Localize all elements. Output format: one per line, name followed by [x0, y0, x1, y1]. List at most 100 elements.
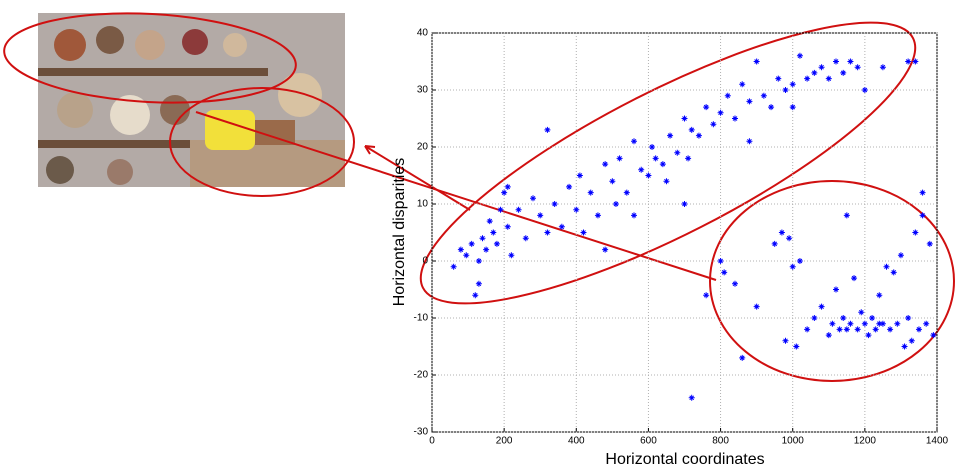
x-tick-label: 1000 — [782, 436, 805, 447]
point — [490, 229, 497, 236]
point — [475, 258, 482, 264]
point — [843, 326, 850, 333]
point — [558, 223, 565, 230]
point — [504, 183, 511, 190]
point — [861, 87, 868, 93]
annotations — [3, 12, 955, 382]
point — [739, 354, 746, 361]
point — [836, 326, 843, 333]
point — [771, 240, 778, 247]
point — [840, 315, 847, 321]
point — [674, 149, 681, 156]
point — [602, 161, 609, 168]
point — [847, 58, 854, 65]
point — [695, 132, 702, 139]
point — [930, 332, 937, 339]
point — [829, 320, 836, 327]
point — [854, 64, 861, 71]
point — [843, 212, 850, 219]
point — [782, 337, 789, 344]
point — [475, 280, 482, 287]
point — [609, 178, 616, 185]
point — [768, 104, 775, 111]
point — [818, 303, 825, 310]
point — [703, 292, 710, 299]
point — [847, 320, 854, 327]
point — [530, 195, 536, 202]
plot-frame — [431, 32, 938, 433]
point — [616, 155, 623, 162]
point — [879, 320, 886, 327]
point — [753, 58, 760, 65]
point — [493, 240, 500, 247]
point — [501, 189, 508, 196]
point — [926, 240, 933, 247]
photo — [38, 13, 345, 187]
x-tick-label: 1400 — [926, 436, 949, 447]
point — [688, 126, 695, 133]
point — [746, 138, 753, 145]
point — [901, 343, 908, 350]
point — [703, 104, 710, 111]
point — [623, 189, 630, 196]
point — [710, 121, 717, 128]
x-tick-label: 400 — [568, 436, 585, 447]
point — [811, 69, 818, 76]
point — [508, 252, 515, 259]
y-tick-label: 40 — [417, 28, 429, 39]
point — [872, 326, 879, 333]
point — [879, 64, 886, 71]
x-tick-label: 200 — [496, 436, 513, 447]
point — [638, 166, 645, 173]
point — [804, 326, 811, 333]
y-tick-label: 20 — [417, 142, 429, 153]
point — [667, 132, 674, 139]
point — [854, 326, 861, 333]
point — [681, 115, 688, 122]
point — [912, 229, 919, 236]
point — [789, 81, 796, 88]
point — [537, 212, 544, 219]
point — [869, 315, 876, 321]
point — [645, 172, 652, 179]
point — [919, 189, 926, 196]
x-tick-label: 800 — [712, 436, 729, 447]
point — [883, 263, 890, 270]
point — [580, 229, 587, 236]
point — [760, 92, 767, 99]
point — [833, 286, 839, 293]
point — [522, 235, 529, 242]
point — [515, 206, 522, 213]
point — [865, 332, 872, 339]
point — [463, 252, 470, 259]
point — [919, 212, 926, 219]
point — [804, 75, 811, 82]
point — [497, 206, 504, 213]
point — [732, 280, 738, 287]
x-axis-label: Horizontal coordinates — [605, 451, 764, 468]
point — [796, 52, 803, 59]
point — [782, 87, 789, 93]
point — [504, 223, 511, 230]
point — [681, 201, 688, 207]
point — [631, 138, 637, 145]
point — [551, 201, 558, 207]
point — [851, 275, 858, 282]
point — [573, 206, 580, 213]
point — [566, 183, 573, 190]
point — [890, 269, 897, 276]
point — [544, 126, 551, 133]
point — [724, 92, 731, 99]
point — [789, 263, 796, 270]
point — [897, 252, 904, 259]
point — [732, 115, 738, 122]
x-tick-label: 0 — [429, 436, 435, 447]
point — [912, 58, 919, 65]
point — [778, 229, 785, 236]
point — [717, 258, 724, 264]
point — [688, 394, 695, 401]
x-tick-label: 600 — [640, 436, 657, 447]
y-axis-label: Horizontal disparities — [391, 158, 408, 307]
y-tick-label: -30 — [414, 427, 429, 438]
y-tick-label: -20 — [414, 370, 429, 381]
